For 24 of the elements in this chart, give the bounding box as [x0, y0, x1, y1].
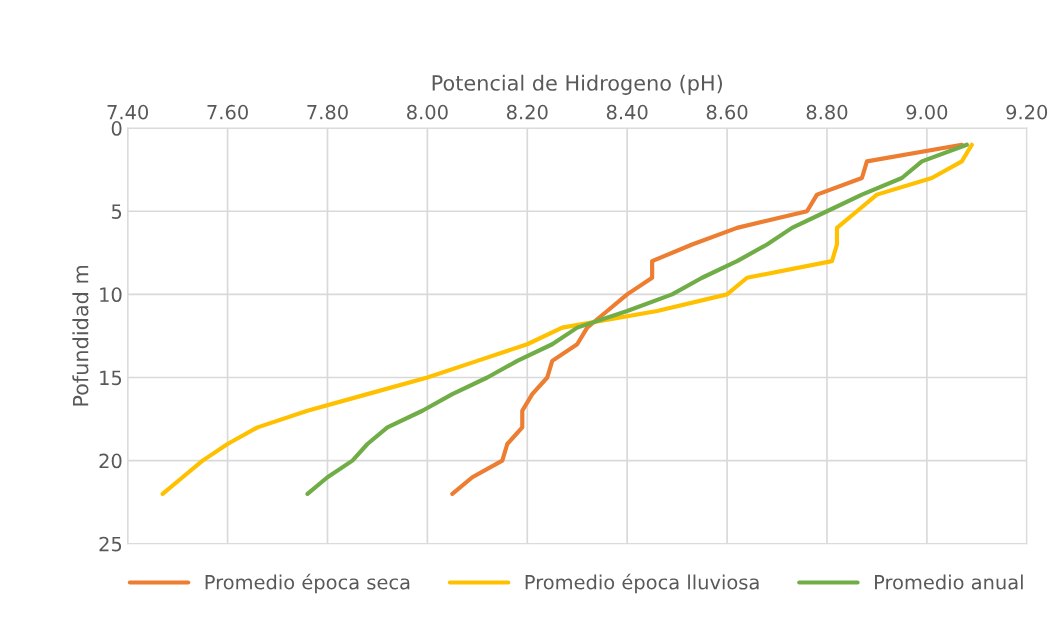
- legend-label: Promedio anual: [875, 574, 1023, 590]
- x-tick-label: 7.80: [307, 104, 348, 120]
- line-series: [450, 142, 964, 496]
- x-tick-label: 9.00: [906, 104, 948, 120]
- y-tick-label: 5: [111, 204, 122, 219]
- x-axis-title: Potencial de Hidrogeno (pH): [432, 74, 722, 95]
- y-tick-label: 10: [100, 287, 122, 303]
- y-tick-label: 25: [99, 536, 122, 552]
- x-tick-label: 8.40: [606, 104, 648, 120]
- line-series: [305, 142, 969, 496]
- x-tick-label: 8.00: [407, 104, 448, 120]
- y-tick-label: 15: [100, 370, 122, 386]
- line-series: [160, 142, 974, 496]
- x-tick-label: 8.20: [506, 104, 548, 120]
- x-tick-label: 7.40: [107, 104, 149, 120]
- x-tick-label: 7.60: [207, 104, 248, 120]
- x-tick-label: 8.80: [806, 104, 848, 120]
- legend-label: Promedio época lluviosa: [525, 573, 759, 594]
- y-tick-label: 20: [99, 453, 122, 469]
- x-tick-label: 8.60: [706, 104, 748, 120]
- y-axis-title: Pofundidad m: [72, 265, 89, 406]
- x-tick-label: 9.20: [1006, 104, 1048, 120]
- y-tick-label: 0: [111, 121, 122, 136]
- legend-label: Promedio época seca: [205, 573, 410, 594]
